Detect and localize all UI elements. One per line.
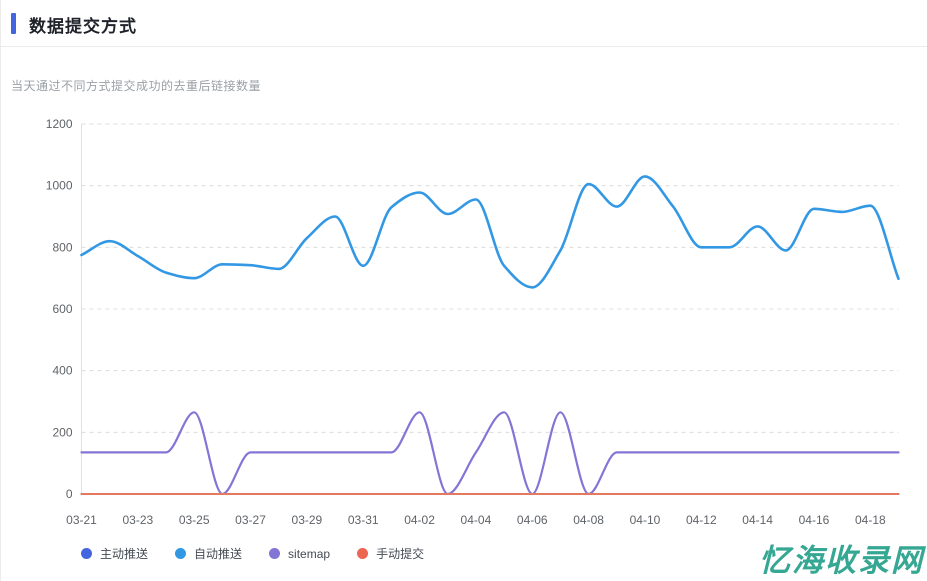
header-divider [1,46,927,47]
x-tick-label: 04-16 [799,513,830,527]
y-tick-label: 1200 [46,117,73,131]
x-tick-label: 04-14 [742,513,773,527]
chart-legend: 主动推送 自动推送 sitemap 手动提交 [81,545,424,562]
y-tick-label: 0 [66,487,73,501]
x-tick-label: 04-12 [686,513,717,527]
line-chart: 0 200 400 600 800 1000 1200 03-21 03-23 03-25 03-2… [46,117,900,527]
page-title: 数据提交方式 [29,17,137,36]
x-tick-label: 04-06 [517,513,548,527]
y-tick-label: 1000 [46,179,73,193]
x-tick-label: 03-21 [66,513,97,527]
legend-label-manual-submit: 手动提交 [376,547,425,561]
legend-label-sitemap: sitemap [288,546,331,561]
x-tick-label: 03-23 [122,513,153,527]
x-tick-label: 04-08 [573,513,604,527]
legend-label-active-push: 主动推送 [100,547,149,561]
x-tick-label: 04-10 [630,513,661,527]
series-line-sitemap [80,411,900,496]
legend-label-auto-push: 自动推送 [194,547,243,561]
y-tick-label: 400 [52,364,72,378]
legend-item-active-push[interactable]: 主动推送 [81,545,148,562]
x-tick-label: 04-04 [461,513,492,527]
chart-subtitle: 当天通过不同方式提交成功的去重后链接数量 [11,79,262,93]
x-tick-label: 03-29 [292,513,323,527]
legend-item-auto-push[interactable]: 自动推送 [175,545,242,562]
legend-dot-sitemap [269,548,281,559]
watermark: 忆海收录网 [759,543,924,578]
series-line-auto-push [80,175,900,289]
x-tick-label: 03-31 [348,513,379,527]
y-tick-label: 600 [52,302,72,316]
y-tick-label: 200 [52,425,72,439]
legend-item-manual-submit[interactable]: 手动提交 [357,545,424,562]
x-tick-label: 04-18 [855,513,886,527]
x-tick-label: 03-27 [235,513,266,527]
x-tick-label: 04-02 [404,513,435,527]
legend-item-sitemap[interactable]: sitemap [269,547,330,561]
y-tick-label: 800 [52,240,72,254]
legend-dot-active-push [81,548,92,559]
legend-dot-manual-submit [357,548,369,559]
legend-dot-auto-push [175,548,187,559]
x-tick-label: 03-25 [179,513,210,527]
title-accent-bar [11,13,16,34]
